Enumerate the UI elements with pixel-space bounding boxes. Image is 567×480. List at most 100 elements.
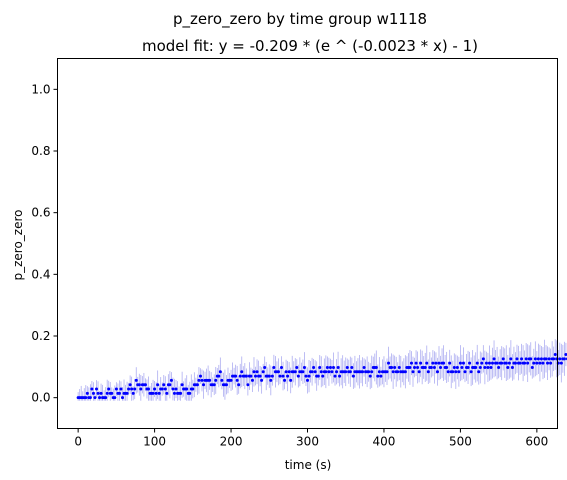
data-point: [448, 361, 452, 365]
y-axis-label: p_zero_zero: [11, 209, 25, 280]
data-point: [538, 361, 542, 365]
data-point: [246, 383, 250, 387]
data-point: [200, 378, 204, 382]
data-point: [134, 378, 138, 382]
data-point: [260, 378, 264, 382]
data-point: [489, 365, 493, 369]
data-point: [477, 370, 481, 374]
data-point: [432, 365, 436, 369]
data-point: [348, 370, 352, 374]
data-point: [91, 391, 95, 395]
data-point: [546, 361, 550, 365]
x-tick-label: 500: [449, 435, 472, 449]
data-point: [258, 374, 262, 378]
data-point: [411, 370, 415, 374]
data-point: [345, 365, 349, 369]
data-point: [387, 361, 391, 365]
data-point: [316, 374, 320, 378]
data-point: [466, 365, 470, 369]
data-point: [163, 387, 167, 391]
data-point: [157, 391, 161, 395]
data-point: [492, 357, 496, 361]
data-point: [191, 387, 195, 391]
data-point: [562, 357, 566, 361]
data-point: [452, 365, 456, 369]
data-point: [107, 387, 111, 391]
data-point: [510, 365, 514, 369]
data-point: [361, 370, 365, 374]
data-point: [393, 365, 397, 369]
data-point: [131, 391, 135, 395]
x-tick-label: 0: [74, 435, 82, 449]
data-point: [391, 370, 395, 374]
data-point: [552, 357, 556, 361]
data-point: [276, 370, 280, 374]
data-point: [506, 365, 510, 369]
data-point: [437, 361, 441, 365]
data-point: [162, 383, 166, 387]
data-point: [179, 391, 183, 395]
data-point: [535, 361, 539, 365]
data-point: [120, 396, 124, 400]
data-point: [497, 365, 501, 369]
data-point: [244, 374, 248, 378]
data-point: [439, 365, 443, 369]
data-point: [295, 365, 299, 369]
data-point: [117, 391, 121, 395]
data-point: [287, 370, 291, 374]
data-point: [390, 365, 394, 369]
data-point: [368, 374, 372, 378]
x-tick-label: 200: [220, 435, 243, 449]
data-point: [338, 374, 342, 378]
data-point: [90, 387, 94, 391]
data-point: [160, 387, 164, 391]
data-point: [414, 361, 418, 365]
data-point: [105, 391, 109, 395]
data-point: [446, 370, 450, 374]
data-point: [195, 383, 199, 387]
data-point: [445, 365, 449, 369]
data-point: [547, 357, 551, 361]
data-point: [302, 365, 306, 369]
data-point: [532, 361, 536, 365]
data-point: [397, 365, 401, 369]
data-point: [426, 370, 430, 374]
data-point: [119, 387, 123, 391]
data-point: [377, 370, 381, 374]
x-tick-label: 400: [372, 435, 395, 449]
data-point: [475, 361, 479, 365]
data-point: [409, 361, 413, 365]
data-point: [99, 391, 103, 395]
data-point: [553, 353, 557, 356]
data-point: [125, 391, 129, 395]
data-point: [127, 387, 131, 391]
data-point: [327, 370, 331, 374]
data-point: [198, 374, 202, 378]
data-point: [306, 378, 309, 382]
data-point: [96, 391, 100, 395]
data-point: [318, 365, 322, 369]
data-point: [328, 365, 332, 369]
data-point: [501, 357, 505, 361]
data-point: [88, 396, 92, 400]
y-tick-label: 0.4: [31, 267, 50, 281]
data-point: [419, 361, 423, 365]
data-point: [474, 365, 478, 369]
data-point: [307, 374, 311, 378]
chart-subtitle: model fit: y = -0.209 * (e ^ (-0.0023 * …: [142, 37, 478, 55]
y-tick-label: 0.8: [31, 144, 50, 158]
data-point: [267, 374, 271, 378]
data-point: [541, 361, 545, 365]
data-point: [283, 378, 287, 382]
data-point: [451, 370, 455, 374]
data-point: [153, 387, 157, 391]
data-point: [442, 361, 446, 365]
data-point: [350, 365, 354, 369]
data-point: [370, 370, 374, 374]
y-tick-label: 1.0: [31, 82, 50, 96]
data-point: [137, 383, 141, 387]
data-point: [549, 361, 553, 365]
data-point: [469, 370, 473, 374]
data-point: [408, 365, 412, 369]
data-point: [374, 365, 378, 369]
